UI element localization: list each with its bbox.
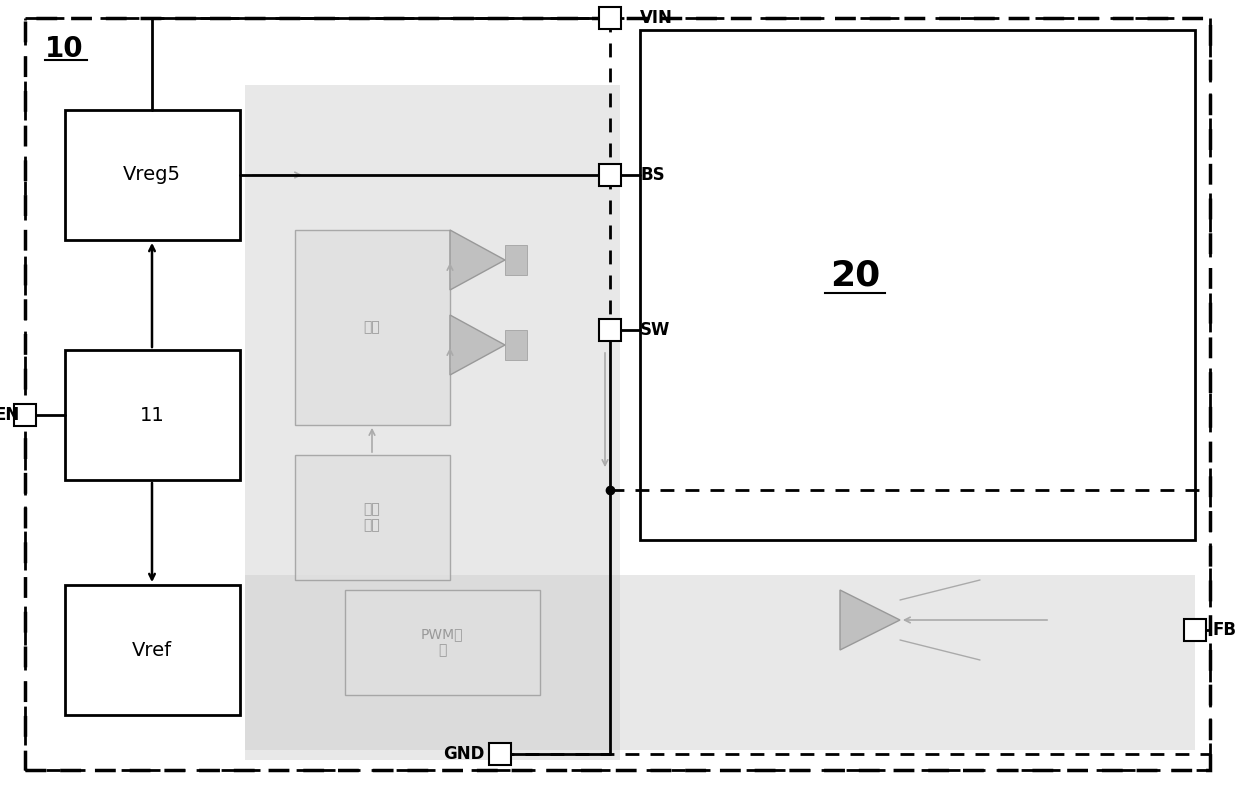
Text: BS: BS bbox=[640, 166, 665, 184]
Text: PWM控
制: PWM控 制 bbox=[420, 627, 464, 657]
Bar bbox=[345, 590, 539, 695]
Bar bbox=[64, 110, 241, 240]
Polygon shape bbox=[450, 230, 505, 290]
Text: 11: 11 bbox=[140, 406, 165, 425]
Bar bbox=[599, 7, 621, 29]
Text: Vreg5: Vreg5 bbox=[123, 165, 181, 184]
Bar bbox=[246, 575, 1195, 750]
Text: SW: SW bbox=[640, 321, 671, 339]
Bar bbox=[64, 585, 241, 715]
Text: Vref: Vref bbox=[131, 641, 172, 660]
Bar bbox=[1184, 619, 1207, 641]
Bar bbox=[505, 330, 527, 360]
Bar bbox=[489, 743, 511, 765]
Bar bbox=[64, 350, 241, 480]
Bar bbox=[640, 30, 1195, 540]
Text: VIN: VIN bbox=[640, 9, 673, 27]
Bar bbox=[246, 85, 620, 760]
Text: 10: 10 bbox=[45, 35, 83, 63]
Bar bbox=[295, 230, 450, 425]
Text: 时钟
控制: 时钟 控制 bbox=[363, 502, 381, 532]
Bar bbox=[599, 319, 621, 341]
Bar bbox=[505, 245, 527, 275]
Polygon shape bbox=[839, 590, 900, 650]
Text: EN: EN bbox=[0, 406, 20, 424]
Text: FB: FB bbox=[1213, 621, 1238, 639]
Polygon shape bbox=[450, 315, 505, 375]
Bar bbox=[599, 164, 621, 186]
Text: 20: 20 bbox=[830, 258, 880, 292]
Text: GND: GND bbox=[444, 745, 485, 763]
Text: 逻辑: 逻辑 bbox=[363, 320, 381, 334]
Bar bbox=[295, 455, 450, 580]
Bar bbox=[14, 404, 36, 426]
